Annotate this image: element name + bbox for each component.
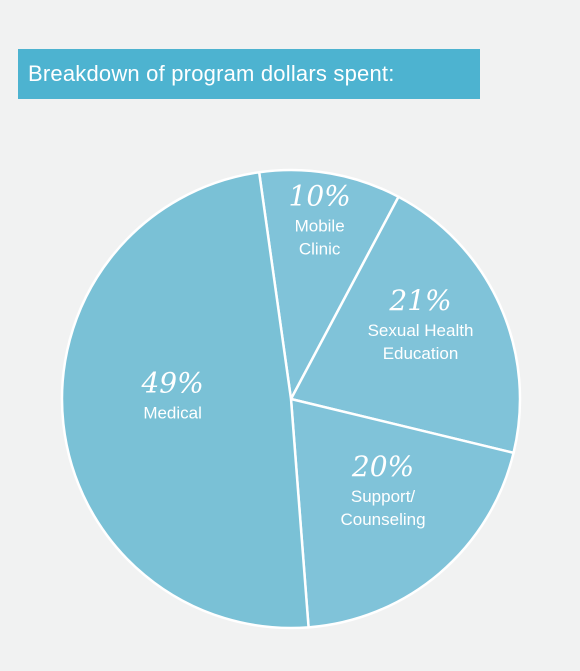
slice-percent-label: 49% [140,366,203,399]
slice-percent-label: 21% [388,284,451,317]
slice-category-label: Education [383,344,459,363]
pie-slice-sexual-health-education [289,195,522,455]
pie-slice-mobile-clinic [257,168,400,401]
pie-slice-medical [60,170,310,630]
slice-percent-label: 20% [351,450,414,483]
pie-slice-support-counseling [289,397,515,629]
slice-category-label: Sexual Health [368,321,474,340]
slice-category-label: Counseling [340,510,425,529]
slice-category-label: Mobile [295,217,345,236]
slice-category-label: Support/ [351,487,416,506]
slice-category-label: Clinic [299,240,341,259]
slice-percent-label: 10% [289,180,351,213]
title-banner: Breakdown of program dollars spent: [18,49,480,99]
chart-title: Breakdown of program dollars spent: [28,61,395,86]
slice-category-label: Medical [143,403,202,422]
